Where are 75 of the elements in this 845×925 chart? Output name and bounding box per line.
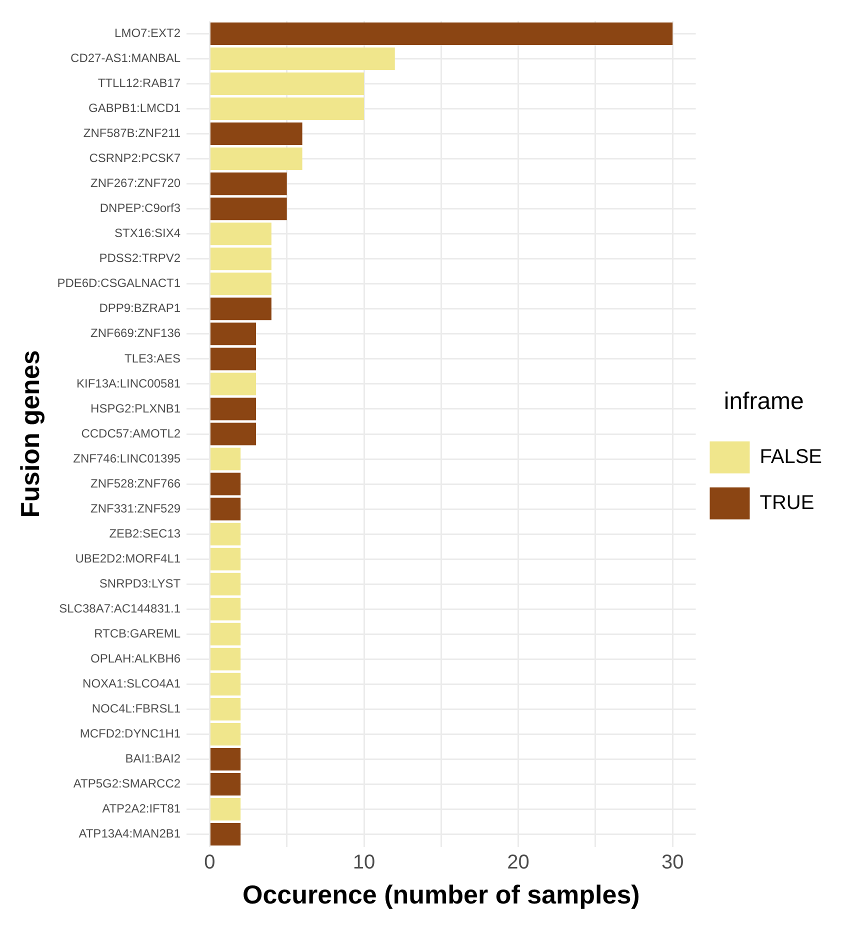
y-tick-label: ZNF528:ZNF766 bbox=[90, 476, 181, 490]
bar bbox=[210, 422, 256, 446]
y-tick-label: ATP2A2:IFT81 bbox=[102, 802, 181, 816]
x-tick-label: 20 bbox=[507, 851, 530, 874]
bar bbox=[210, 372, 256, 396]
bar bbox=[210, 248, 272, 270]
y-tick-label: GABPB1:LMCD1 bbox=[88, 101, 181, 116]
y-tick-label: ATP13A4:MAN2B1 bbox=[78, 826, 181, 841]
y-tick-label: HSPG2:PLXNB1 bbox=[90, 401, 181, 416]
bar bbox=[210, 522, 241, 546]
legend-label: FALSE bbox=[760, 446, 822, 468]
bar bbox=[210, 472, 241, 496]
y-tick-label: ZNF669:ZNF136 bbox=[90, 326, 181, 340]
bar bbox=[210, 222, 272, 246]
x-axis-title: Occurence (number of samples) bbox=[242, 880, 640, 910]
bar bbox=[210, 322, 256, 346]
bar bbox=[210, 298, 272, 320]
bar bbox=[210, 348, 256, 370]
bar bbox=[210, 98, 364, 120]
y-tick-label: CD27-AS1:MANBAL bbox=[70, 51, 181, 66]
bar bbox=[210, 698, 241, 720]
bar bbox=[210, 672, 241, 696]
bar bbox=[210, 622, 241, 646]
y-tick-label: RTCB:GAREML bbox=[94, 626, 181, 640]
y-tick-label: NOC4L:FBRSL1 bbox=[92, 702, 181, 716]
bar bbox=[210, 122, 302, 146]
y-tick-label: MCFD2:DYNC1H1 bbox=[80, 726, 181, 741]
bar bbox=[210, 47, 395, 70]
y-tick-label: NOXA1:SLCO4A1 bbox=[82, 676, 181, 690]
bar bbox=[210, 148, 302, 170]
bar bbox=[210, 823, 241, 846]
y-tick-label: TLE3:AES bbox=[124, 351, 181, 366]
y-axis-title: Fusion genes bbox=[14, 350, 45, 518]
bar bbox=[210, 198, 287, 220]
bar bbox=[210, 772, 241, 796]
y-tick-label: ZNF331:ZNF529 bbox=[90, 501, 181, 516]
y-tick-label: SLC38A7:AC144831.1 bbox=[59, 601, 181, 616]
y-tick-label: ZNF587B:ZNF211 bbox=[83, 126, 181, 140]
y-tick-label: ZNF746:LINC01395 bbox=[73, 451, 181, 466]
bar bbox=[210, 798, 241, 821]
y-tick-label: ZEB2:SEC13 bbox=[109, 526, 181, 540]
y-tick-label: SNRPD3:LYST bbox=[99, 576, 182, 590]
x-tick-label: 0 bbox=[204, 851, 216, 874]
y-tick-label: CCDC57:AMOTL2 bbox=[81, 426, 181, 440]
legend-label: TRUE bbox=[760, 492, 814, 514]
bar bbox=[210, 648, 241, 670]
y-tick-label: PDSS2:TRPV2 bbox=[99, 251, 181, 266]
x-tick-label: 10 bbox=[352, 851, 376, 874]
bar bbox=[210, 22, 673, 45]
bar bbox=[210, 598, 241, 620]
y-tick-label: UBE2D2:MORF4L1 bbox=[75, 551, 181, 566]
y-tick-label: BAI1:BAI2 bbox=[125, 752, 181, 766]
bar bbox=[210, 448, 241, 470]
bar bbox=[210, 72, 364, 96]
y-tick-label: ATP5G2:SMARCC2 bbox=[73, 776, 181, 791]
bar bbox=[210, 172, 287, 196]
bar bbox=[210, 272, 272, 296]
legend-title: inframe bbox=[724, 388, 804, 416]
y-tick-label: LMO7:EXT2 bbox=[114, 26, 181, 40]
bar bbox=[210, 498, 241, 520]
bar bbox=[210, 572, 241, 596]
bar bbox=[210, 398, 256, 420]
x-tick-label: 30 bbox=[661, 851, 684, 874]
y-tick-label: TTLL12:RAB17 bbox=[98, 76, 181, 90]
y-tick-label: DNPEP:C9orf3 bbox=[100, 201, 181, 216]
y-tick-label: CSRNP2:PCSK7 bbox=[89, 151, 181, 166]
y-tick-label: OPLAH:ALKBH6 bbox=[90, 651, 181, 666]
y-tick-label: KIF13A:LINC00581 bbox=[76, 376, 181, 390]
y-tick-label: DPP9:BZRAP1 bbox=[99, 301, 181, 316]
y-tick-label: PDE6D:CSGALNACT1 bbox=[57, 276, 181, 290]
y-tick-label: STX16:SIX4 bbox=[114, 226, 181, 240]
bar bbox=[210, 722, 241, 746]
bar bbox=[210, 548, 241, 570]
y-tick-label: ZNF267:ZNF720 bbox=[90, 176, 181, 190]
bar bbox=[210, 748, 241, 770]
